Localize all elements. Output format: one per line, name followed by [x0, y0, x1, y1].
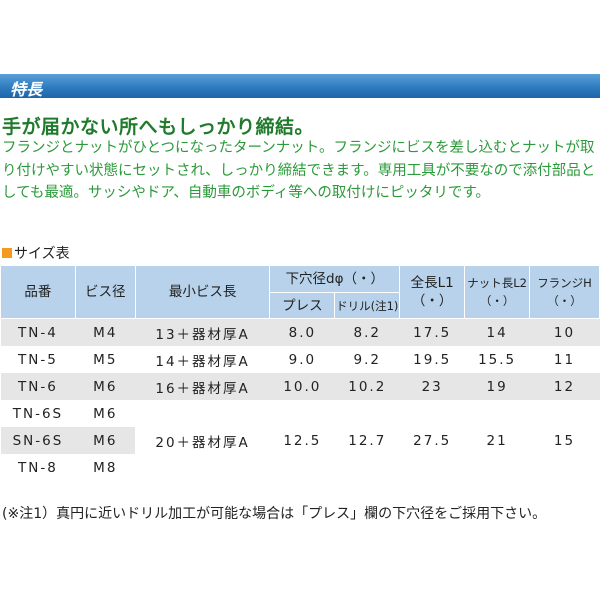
header-cell: 最小ビス長	[134, 265, 271, 319]
table-cell: 9.0	[288, 351, 317, 368]
table-cell: M6	[75, 373, 136, 400]
table-cell: 8.0	[269, 318, 335, 346]
header-cell: フランジH （・）	[529, 265, 600, 319]
table-cell: 10.0	[269, 373, 335, 400]
table-cell: TN-5	[18, 351, 58, 368]
header-unit: （・）	[411, 293, 453, 309]
table-cell: M6	[75, 427, 136, 454]
footnote: (※注1）真円に近いドリル加工が可能な場合は「プレス」欄の下穴径をご採用下さい。	[2, 506, 547, 522]
table-row: SN-6S M6	[0, 427, 600, 454]
table-cell: M4	[75, 318, 136, 346]
table-cell: 12.5	[283, 432, 322, 449]
table-cell: 11	[553, 351, 576, 368]
table-cell: M8	[93, 459, 118, 476]
description: フランジとナットがひとつになったターンナット。フランジにビスを差し込むとナットが…	[2, 140, 596, 201]
header-text: ナット長L2	[467, 276, 527, 290]
table-cell: 19	[464, 373, 530, 400]
table-cell: 19.5	[413, 351, 452, 368]
header-cell: 全長L1 （・）	[399, 265, 466, 319]
table-cell: 23	[399, 373, 465, 400]
header-text: 全長L1	[410, 275, 454, 291]
table-cell: 15	[553, 432, 576, 449]
table-cell: 9.2	[353, 351, 381, 368]
header-cell: ナット長L2 （・）	[464, 265, 531, 319]
table-title: サイズ表	[14, 246, 70, 262]
table-cell: TN-6	[0, 373, 76, 400]
table-cell: TN-8	[18, 459, 58, 476]
table-cell: 8.2	[334, 318, 400, 346]
header-unit: （・）	[479, 294, 515, 308]
table-cell: M5	[93, 351, 118, 368]
table-cell: 13＋器材厚A	[135, 318, 270, 346]
table-cell: TN-6S	[12, 405, 64, 422]
bullet	[2, 248, 12, 258]
table-cell: 10	[529, 318, 600, 346]
table-cell: 16＋器材厚A	[135, 373, 270, 400]
table-cell: 14＋器材厚A	[155, 353, 250, 370]
header-cell: 品番	[0, 265, 76, 319]
table-body: TN-4 M4 13＋器材厚A 8.0 8.2 17.5 14 10 TN-5 M5 14＋器材厚A…	[0, 318, 600, 482]
table-cell: 15.5	[478, 351, 517, 368]
table-cell: 14	[464, 318, 530, 346]
header-cell: ビス径	[74, 265, 136, 319]
header-cell: ドリル(注1)	[334, 292, 401, 319]
header-cell: 下穴径dφ（・）	[269, 265, 401, 293]
table-title-wrap: サイズ表	[2, 243, 70, 263]
header-unit: （・）	[547, 294, 582, 308]
table-row: TN-6 M6 16＋器材厚A 10.0 10.2 23 19 12	[0, 373, 600, 400]
size-table: 品番 ビス径 最小ビス長 下穴径dφ（・） 全長L1 （・） ナット長L2 （・） …	[0, 265, 600, 481]
table-cell: TN-4	[0, 318, 76, 346]
table-cell: 20＋器材厚A	[155, 434, 250, 451]
table-cell: 12	[529, 373, 600, 400]
section-bar: 特長	[0, 74, 600, 99]
table-cell: M6	[93, 405, 118, 422]
table-row: TN-6S M6 20＋器材厚A 12.5 12.7 27.5 21 15	[1, 400, 600, 451]
header-text: フランジH	[537, 276, 592, 290]
table-cell: SN-6S	[0, 427, 76, 454]
table-cell: 21	[486, 432, 508, 449]
table-row: TN-4 M4 13＋器材厚A 8.0 8.2 17.5 14 10	[0, 318, 600, 346]
headline: 手が届かない所へもしっかり締結。	[2, 116, 315, 138]
table-cell: 17.5	[399, 318, 465, 346]
section-title: 特長	[10, 80, 43, 99]
table-cell: 10.2	[334, 373, 400, 400]
table-cell: 12.7	[348, 432, 387, 449]
table-row: TN-8 M8	[1, 454, 600, 481]
header-cell: プレス	[269, 292, 336, 319]
table-cell: 27.5	[413, 432, 452, 449]
table-row: TN-5 M5 14＋器材厚A 9.0 9.2 19.5 15.5 11	[1, 346, 600, 373]
